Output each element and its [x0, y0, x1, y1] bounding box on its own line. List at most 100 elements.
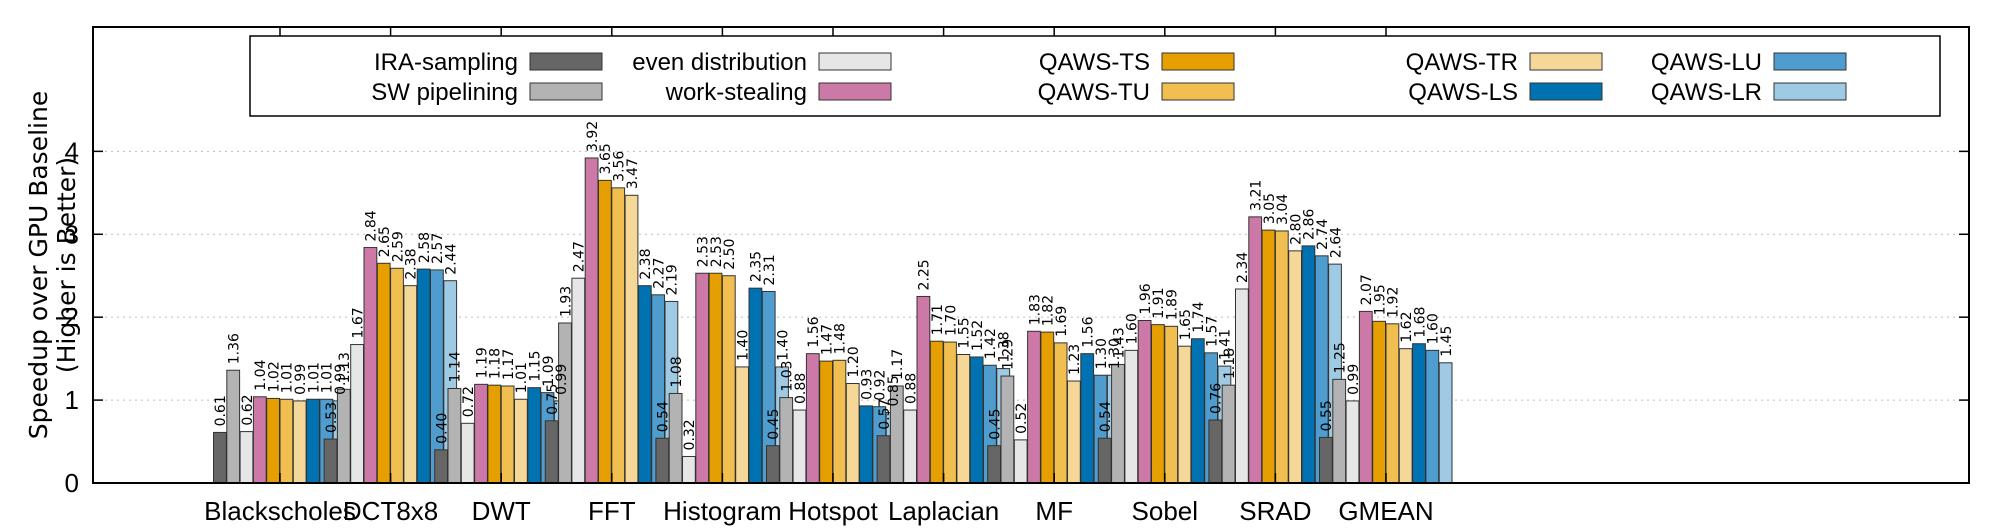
- bars: [213, 157, 1453, 484]
- bar-work-stealing-histogram: [695, 272, 710, 484]
- data-label: 0.88: [903, 373, 919, 404]
- bar-qaws-ls-sobel: [1190, 338, 1205, 484]
- data-label: 1.38: [996, 331, 1012, 362]
- data-label: 2.38: [638, 249, 654, 280]
- bar-qaws-tu-histogram: [721, 275, 736, 484]
- bar-qaws-ls-blackscholes: [306, 398, 320, 484]
- bar-ira-sampling-fft: [544, 420, 559, 484]
- data-label: 1.40: [735, 330, 751, 361]
- data-label: 0.99: [333, 364, 349, 395]
- data-label: 1.96: [1138, 283, 1154, 314]
- data-label: 1.13: [337, 352, 353, 383]
- category-label: Hotspot: [788, 496, 878, 526]
- category-label: Blackscholes: [204, 496, 356, 526]
- data-label: 1.56: [1080, 316, 1096, 347]
- data-label: 2.50: [722, 239, 738, 270]
- bar-even-distribution-srad: [1235, 288, 1249, 484]
- bar-qaws-tu-srad: [1274, 230, 1289, 484]
- data-label: 0.45: [766, 409, 782, 440]
- bar-work-stealing-fft: [584, 157, 599, 484]
- legend-item-qaws-ts: QAWS-TS: [1039, 49, 1235, 76]
- data-label: 0.40: [434, 413, 450, 444]
- bar-qaws-tu-blackscholes: [279, 398, 294, 484]
- legend-label: QAWS-LR: [1651, 79, 1762, 106]
- legend-label: work-stealing: [665, 79, 807, 106]
- category-label: MF: [1035, 496, 1073, 526]
- data-label: 0.61: [213, 395, 229, 426]
- data-label: 1.14: [448, 351, 464, 382]
- data-label: 2.80: [1288, 214, 1304, 245]
- data-label: 0.32: [682, 419, 698, 450]
- bar-ira-sampling-hotspot: [766, 445, 780, 484]
- data-label: 1.60: [1125, 313, 1141, 344]
- legend-label: even distribution: [632, 49, 807, 76]
- legend-item-qaws-ls: QAWS-LS: [1408, 79, 1603, 106]
- data-label: 0.55: [1319, 400, 1335, 431]
- y-tick-label: 0: [65, 468, 79, 498]
- bar-ira-sampling-srad: [1208, 419, 1223, 484]
- data-label: 3.47: [625, 158, 641, 189]
- legend-swatch: [818, 82, 892, 101]
- data-label: 1.89: [1164, 289, 1180, 320]
- data-label: 2.44: [443, 243, 459, 274]
- data-label: 1.52: [970, 320, 986, 351]
- data-label: 1.67: [350, 307, 366, 338]
- data-label: 1.02: [266, 361, 282, 392]
- legend-item-qaws-lr: QAWS-LR: [1651, 79, 1847, 106]
- data-label: 1.01: [320, 362, 336, 393]
- bar-qaws-ls-laplacian: [969, 356, 984, 484]
- data-label: 1.71: [930, 304, 946, 335]
- bar-qaws-ts-gmean: [1372, 320, 1386, 484]
- data-label: 1.04: [253, 360, 269, 391]
- legend-item-even-distribution: even distribution: [632, 49, 892, 76]
- data-label: 1.69: [1054, 306, 1070, 337]
- bar-qaws-lu-gmean: [1425, 349, 1440, 484]
- bar-even-distribution-dwt: [460, 422, 475, 484]
- data-label: 2.53: [709, 236, 725, 267]
- data-label: 1.95: [1372, 284, 1388, 315]
- data-label: 1.60: [1426, 313, 1442, 344]
- bar-qaws-tu-mf: [1053, 342, 1068, 484]
- data-label: 0.52: [1014, 403, 1030, 434]
- data-label: 1.15: [527, 350, 543, 381]
- data-label: 1.55: [957, 317, 973, 348]
- data-label: 0.88: [793, 373, 809, 404]
- data-label: 1.74: [1191, 301, 1207, 332]
- bar-even-distribution-blackscholes: [239, 431, 254, 484]
- legend-label: QAWS-LS: [1408, 79, 1518, 106]
- bar-qaws-tu-sobel: [1164, 325, 1179, 484]
- data-label: 2.53: [695, 236, 711, 267]
- data-label: 2.47: [572, 241, 588, 272]
- data-label: 1.03: [779, 360, 795, 391]
- category-label: FFT: [588, 496, 636, 526]
- bar-qaws-ls-hotspot: [859, 405, 873, 484]
- data-label: 1.20: [846, 346, 862, 377]
- bar-qaws-tr-mf: [1067, 380, 1081, 484]
- bar-ira-sampling-sobel: [1097, 437, 1112, 484]
- data-label: 2.58: [417, 232, 433, 263]
- data-label: 2.64: [1328, 227, 1344, 258]
- data-label: 1.68: [1412, 307, 1428, 338]
- bar-qaws-ls-dct8x8: [416, 268, 431, 484]
- data-label: 3.56: [611, 151, 627, 182]
- category-label: Sobel: [1132, 496, 1199, 526]
- bar-qaws-ls-srad: [1301, 245, 1316, 484]
- bar-even-distribution-gmean: [1345, 400, 1360, 484]
- data-label: 1.19: [474, 347, 490, 378]
- data-label: 3.65: [598, 143, 614, 174]
- bar-qaws-tu-fft: [611, 187, 626, 484]
- data-label: 2.57: [430, 233, 446, 264]
- data-label: 0.99: [293, 364, 309, 395]
- bar-even-distribution-hotspot: [792, 409, 807, 484]
- data-label: 0.76: [1209, 383, 1225, 414]
- y-axis-label: Speedup over GPU Baseline (Higher is Bet…: [24, 91, 81, 439]
- data-label: 2.65: [377, 226, 393, 257]
- bar-qaws-lr-gmean: [1438, 362, 1453, 484]
- bar-even-distribution-histogram: [682, 455, 696, 484]
- data-label: 0.72: [461, 386, 477, 417]
- y-tick-label: 2: [65, 302, 79, 332]
- data-label: 0.85: [886, 375, 902, 406]
- bar-qaws-ls-histogram: [748, 287, 763, 484]
- data-label: 1.08: [669, 356, 685, 387]
- data-label: 3.04: [1275, 194, 1291, 225]
